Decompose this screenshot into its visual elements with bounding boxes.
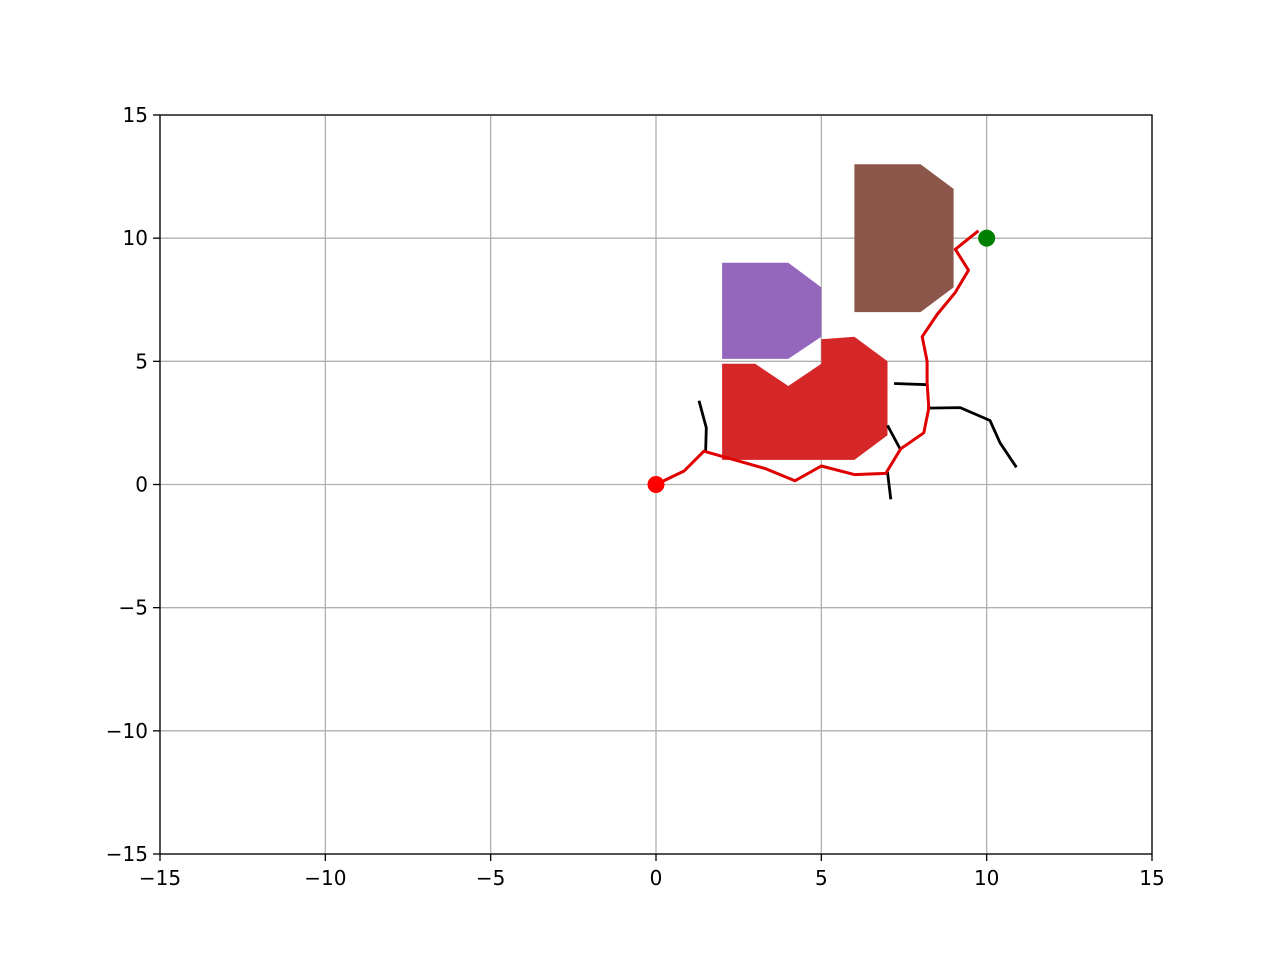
obstacle-polygon xyxy=(722,336,888,460)
obstacle-polygon xyxy=(854,164,954,313)
y-tick-label: 5 xyxy=(135,349,148,373)
x-tick-label: 5 xyxy=(815,866,828,890)
y-tick-label: 15 xyxy=(123,103,148,127)
x-tick-label: −10 xyxy=(304,866,346,890)
y-tick-label: −10 xyxy=(106,719,148,743)
obstacles xyxy=(722,164,954,460)
y-tick-label: 10 xyxy=(123,226,148,250)
tree-branch-line xyxy=(927,406,1018,469)
endpoint-markers xyxy=(647,229,996,493)
x-tick-label: 15 xyxy=(1139,866,1164,890)
tree-branch-line xyxy=(886,424,902,451)
path-line xyxy=(655,229,980,486)
goal-point-marker xyxy=(978,229,996,247)
x-tick-label: −15 xyxy=(139,866,181,890)
tree-branches xyxy=(697,382,1018,500)
tree-branch-line xyxy=(894,382,928,387)
start-point-marker xyxy=(647,476,665,493)
y-tick-label: 0 xyxy=(135,473,148,497)
y-tick-label: −15 xyxy=(106,842,148,866)
x-tick-label: −5 xyxy=(476,866,505,890)
tree-branch-line xyxy=(697,400,708,453)
tree-branch-line xyxy=(886,472,893,500)
planned-path xyxy=(655,229,980,486)
obstacle-polygon xyxy=(722,262,822,359)
y-tick-label: −5 xyxy=(119,596,148,620)
x-tick-label: 0 xyxy=(650,866,663,890)
axis-ticks: −15 −10 −5 0 5 10 15 −15 −10 −5 0 5 10 15 xyxy=(106,103,1165,890)
x-tick-label: 10 xyxy=(974,866,999,890)
